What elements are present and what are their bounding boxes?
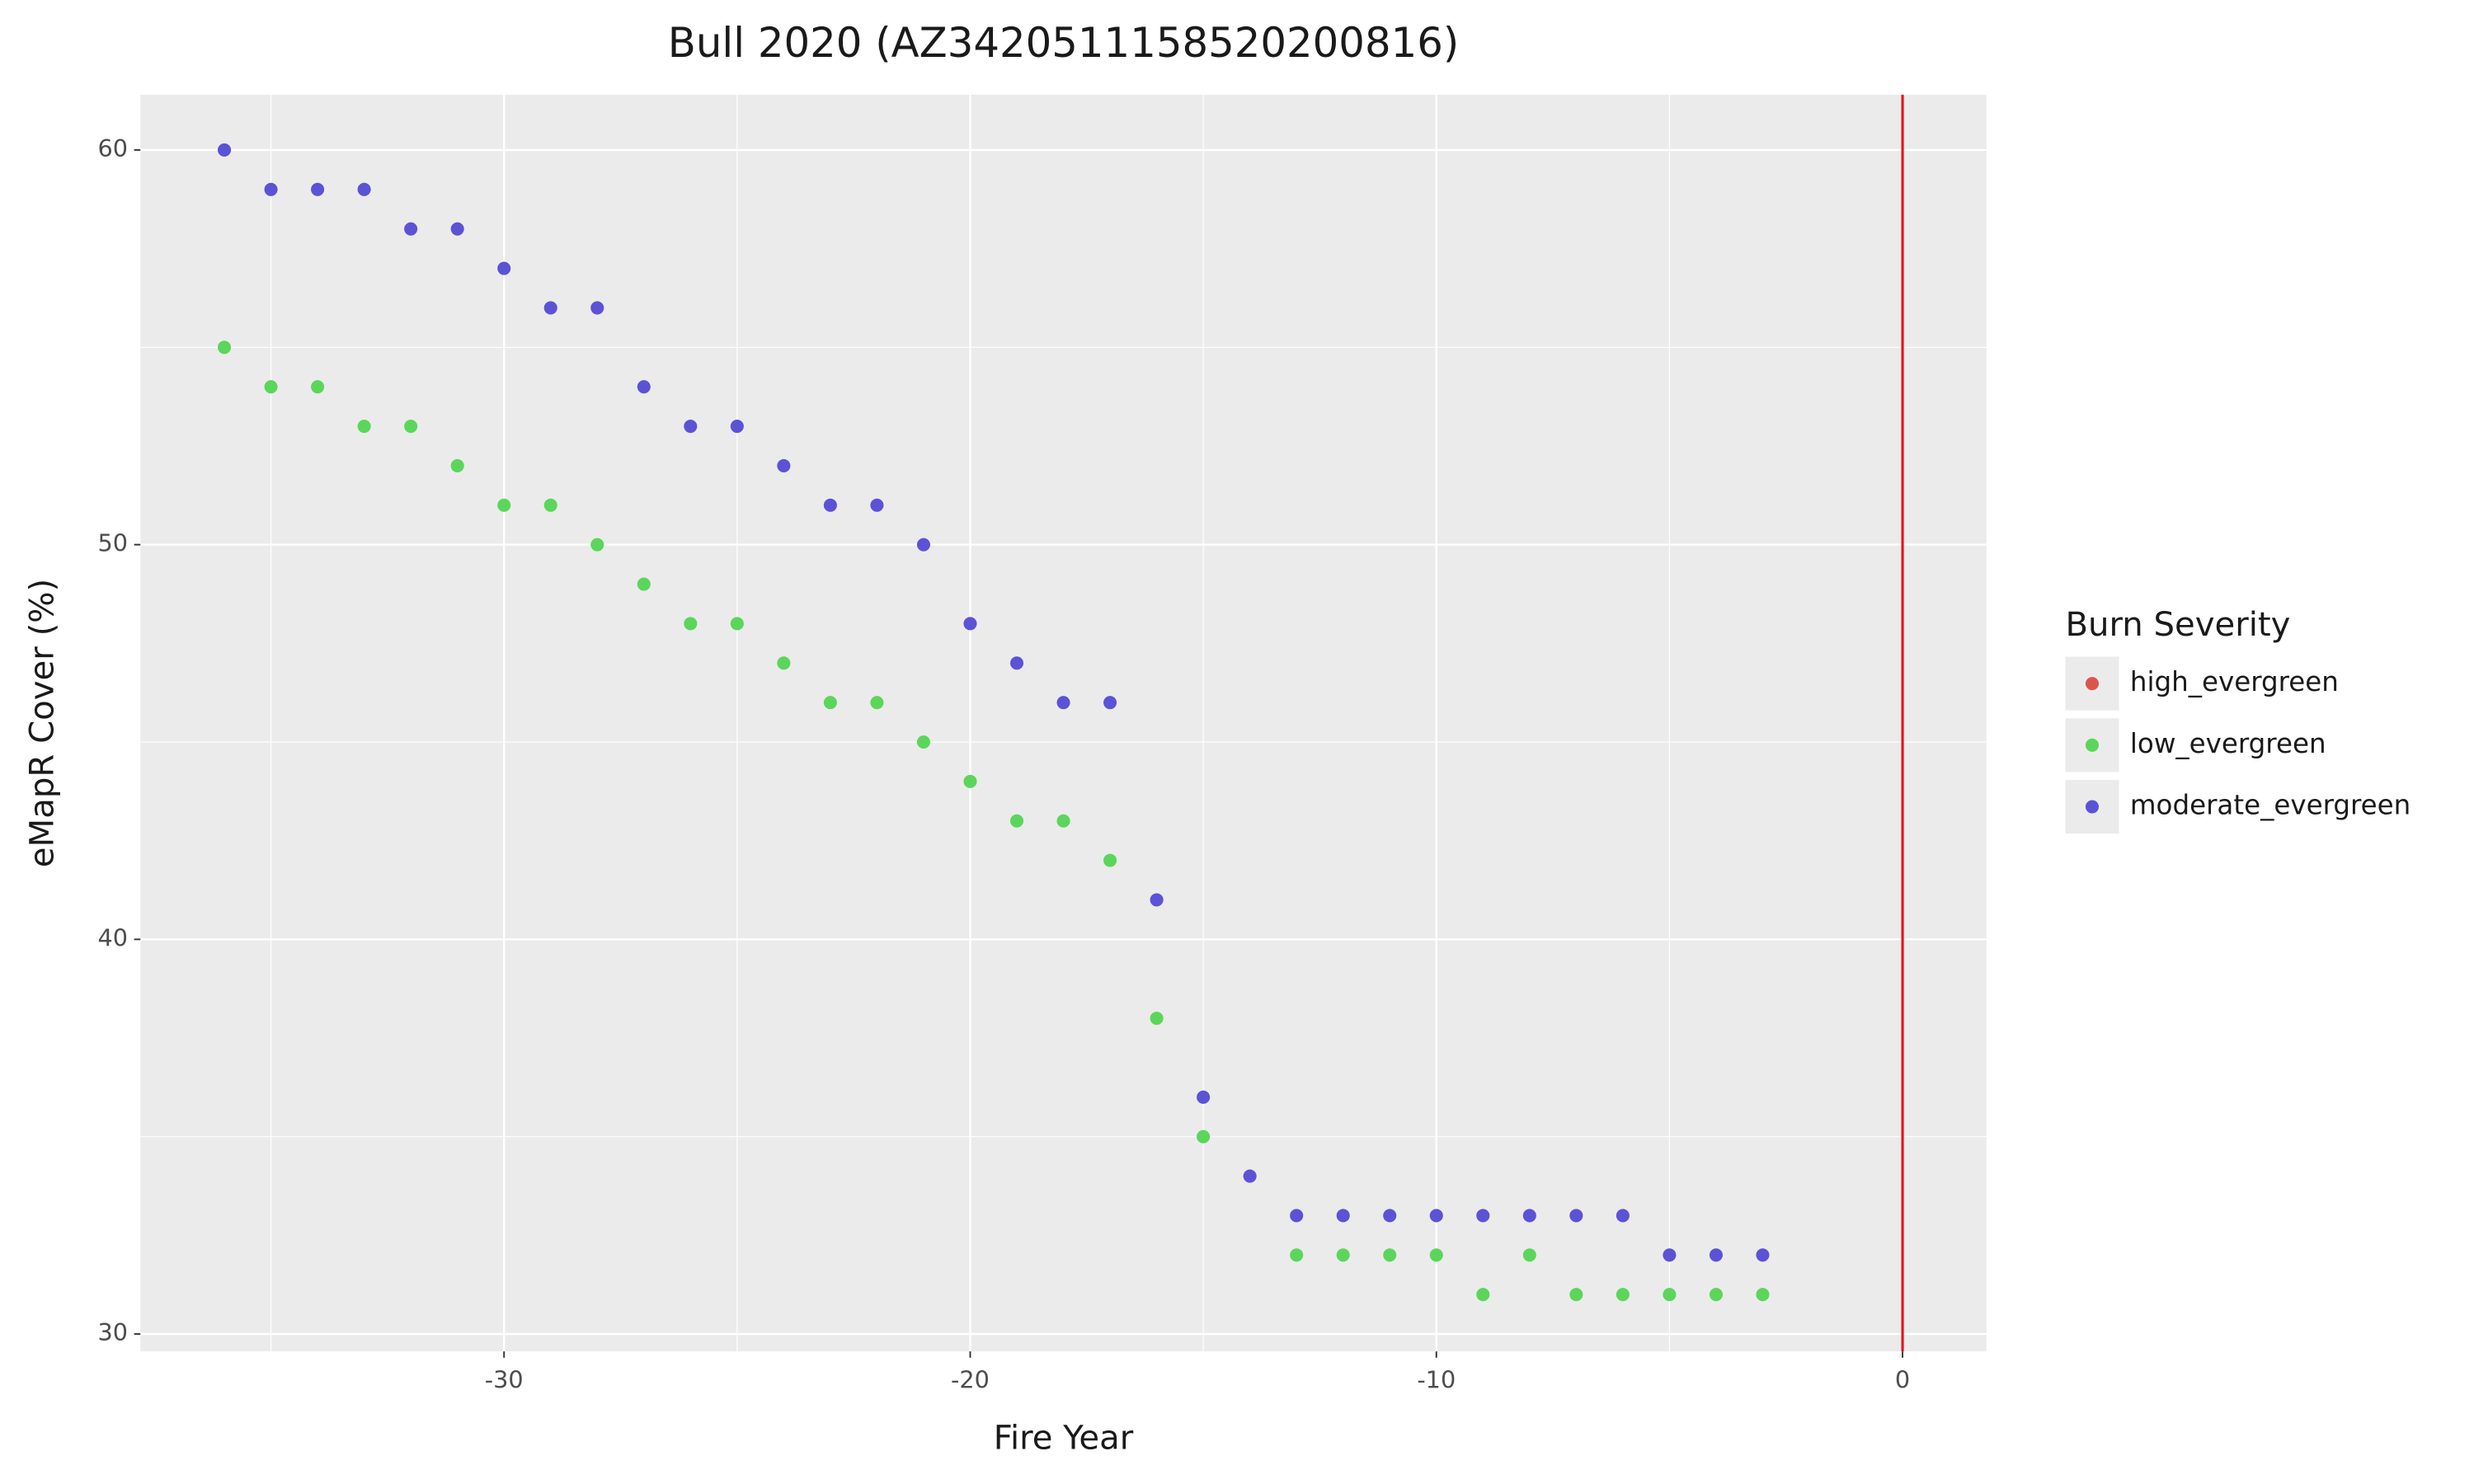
legend-marker xyxy=(2085,738,2100,752)
data-point xyxy=(497,498,511,512)
data-point xyxy=(916,735,930,749)
data-point xyxy=(543,301,557,315)
data-point xyxy=(217,143,232,157)
y-tick-label: 30 xyxy=(97,1318,128,1346)
data-point xyxy=(1290,1209,1304,1223)
data-point xyxy=(823,498,837,512)
data-point xyxy=(404,419,418,434)
x-tick-label: -10 xyxy=(1417,1366,1456,1394)
data-point xyxy=(1476,1209,1490,1223)
x-tick-label: 0 xyxy=(1895,1366,1910,1394)
data-point xyxy=(1429,1209,1443,1223)
data-point xyxy=(730,617,744,631)
data-point xyxy=(497,261,511,275)
data-point xyxy=(1709,1248,1723,1262)
legend-label: high_evergreen xyxy=(2130,666,2339,697)
legend-label: moderate_evergreen xyxy=(2130,790,2411,821)
data-point xyxy=(543,498,557,512)
data-point xyxy=(1616,1288,1630,1302)
data-point xyxy=(1383,1209,1397,1223)
data-point xyxy=(1383,1248,1397,1262)
data-point xyxy=(1150,1012,1164,1026)
data-point xyxy=(637,380,651,394)
data-point xyxy=(916,538,930,552)
data-point xyxy=(684,617,698,631)
data-point xyxy=(1569,1288,1583,1302)
x-axis-title: Fire Year xyxy=(994,1419,1134,1457)
data-point xyxy=(1009,814,1024,828)
data-point xyxy=(1756,1248,1770,1262)
data-point xyxy=(357,419,371,434)
data-point xyxy=(1243,1169,1257,1183)
data-point xyxy=(1056,814,1070,828)
x-tick-label: -30 xyxy=(485,1366,524,1394)
data-point xyxy=(963,617,977,631)
data-point xyxy=(1569,1209,1583,1223)
data-point xyxy=(870,696,884,710)
data-point xyxy=(1663,1248,1677,1262)
legend-marker xyxy=(2085,677,2100,691)
data-point xyxy=(1103,853,1117,867)
data-point xyxy=(357,182,371,196)
legend-label: low_evergreen xyxy=(2130,728,2326,759)
data-point xyxy=(590,301,604,315)
data-point xyxy=(1056,696,1070,710)
data-point xyxy=(311,182,325,196)
data-point xyxy=(590,538,604,552)
data-point xyxy=(1522,1248,1536,1262)
y-tick-label: 50 xyxy=(97,529,128,557)
y-axis-title: eMapR Cover (%) xyxy=(24,579,62,867)
chart-title: Bull 2020 (AZ3420511158520200816) xyxy=(668,19,1459,67)
data-point xyxy=(1756,1288,1770,1302)
data-point xyxy=(1429,1248,1443,1262)
data-point xyxy=(404,222,418,236)
data-point xyxy=(217,340,232,355)
data-point xyxy=(1522,1209,1536,1223)
data-point xyxy=(1009,656,1024,670)
legend-marker xyxy=(2085,800,2100,814)
data-point xyxy=(1103,696,1117,710)
data-point xyxy=(264,182,278,196)
data-point xyxy=(450,222,464,236)
data-point xyxy=(963,774,977,788)
data-point xyxy=(1616,1209,1630,1223)
data-point xyxy=(1709,1288,1723,1302)
legend-title: Burn Severity xyxy=(2065,606,2290,644)
data-point xyxy=(1336,1209,1350,1223)
plot-panel xyxy=(140,94,1987,1352)
data-point xyxy=(311,380,325,394)
data-point xyxy=(823,696,837,710)
data-point xyxy=(1150,893,1164,907)
data-point xyxy=(1197,1090,1211,1104)
data-point xyxy=(1290,1248,1304,1262)
data-point xyxy=(450,458,464,472)
data-point xyxy=(1476,1288,1490,1302)
data-point xyxy=(637,577,651,591)
data-point xyxy=(1336,1248,1350,1262)
x-tick-label: -20 xyxy=(951,1366,990,1394)
data-point xyxy=(1663,1288,1677,1302)
data-point xyxy=(870,498,884,512)
y-tick-label: 40 xyxy=(97,923,128,951)
data-point xyxy=(684,419,698,434)
data-point xyxy=(777,458,791,472)
data-point xyxy=(730,419,744,434)
data-point xyxy=(264,380,278,394)
data-point xyxy=(1197,1129,1211,1144)
y-tick-label: 60 xyxy=(97,134,128,162)
data-point xyxy=(777,656,791,670)
